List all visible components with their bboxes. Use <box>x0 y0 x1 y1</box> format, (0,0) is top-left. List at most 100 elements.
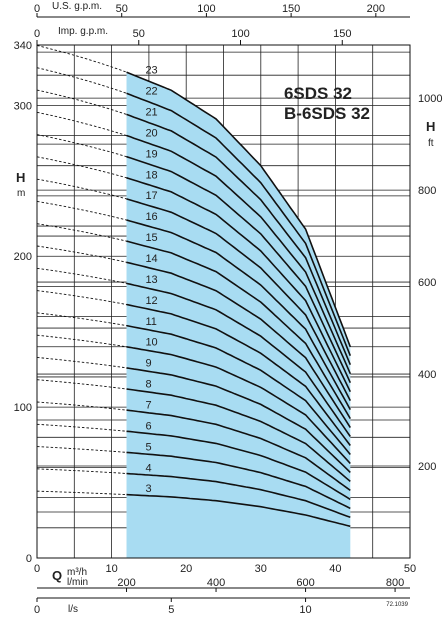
usgpm-tick-label: 0 <box>34 3 40 15</box>
y-ticks-left: 0 100 200 300 340 <box>14 40 32 565</box>
head-curve-stage-20 <box>126 134 352 375</box>
y-tick-label-ft: 200 <box>418 461 436 473</box>
impgpm-tick-label: 100 <box>231 28 249 40</box>
curve-shutoff-dashed <box>36 490 127 496</box>
head-curve-stage-23 <box>126 71 352 348</box>
head-curve-stage-11 <box>126 324 351 456</box>
curve-shutoff-dashed <box>36 156 127 179</box>
head-curve-stage-19 <box>126 155 352 384</box>
stage-label: 20 <box>145 127 157 139</box>
x-ticks-ls: 0 5 10 <box>34 598 312 616</box>
curve-shutoff-dashed <box>36 267 127 284</box>
impgpm-label: Imp. g.p.m. <box>58 26 108 37</box>
curve-shutoff-dashed <box>36 45 127 73</box>
usgpm-tick-label: 150 <box>282 3 300 15</box>
stage-label: 13 <box>145 274 157 286</box>
y-tick-label-ft: 800 <box>418 185 436 197</box>
head-curves <box>36 45 352 528</box>
head-curve-stage-3 <box>126 493 351 528</box>
head-curve-stage-21 <box>126 113 352 366</box>
stage-label: 8 <box>145 379 151 391</box>
curve-shutoff-dashed <box>36 312 127 327</box>
head-curve-stage-18 <box>126 177 352 393</box>
grid <box>37 44 410 559</box>
y-tick-label-ft: 1000 <box>418 93 442 105</box>
head-curve-stage-12 <box>126 303 351 446</box>
doc-code: 72.1039 <box>386 602 408 608</box>
x-tick-label: 50 <box>404 563 416 575</box>
stage-label: 3 <box>145 483 151 495</box>
y-unit-right: ft <box>428 138 434 149</box>
stage-label: 15 <box>145 232 157 244</box>
curve-shutoff-dashed <box>36 290 127 305</box>
lmin-tick-label: 600 <box>296 577 314 589</box>
head-curve-stage-7 <box>126 409 351 492</box>
stage-label: 21 <box>145 107 157 119</box>
x-ticks-m3h: 0 10 20 30 40 50 <box>34 563 416 575</box>
usgpm-label: U.S. g.p.m. <box>52 1 102 12</box>
lmin-tick-label: 800 <box>386 577 404 589</box>
x-unit-m3h: m³/h <box>67 567 87 578</box>
head-curve-stage-9 <box>126 367 351 473</box>
curve-shutoff-dashed <box>36 223 127 242</box>
y-axis-label-right: H <box>426 119 435 134</box>
lmin-tick-label: 400 <box>207 577 225 589</box>
stage-label: 17 <box>145 190 157 202</box>
ls-tick-label: 0 <box>34 604 40 616</box>
curve-shutoff-dashed <box>36 134 127 158</box>
curve-shutoff-dashed <box>36 200 127 221</box>
curve-shutoff-dashed <box>36 89 127 115</box>
stage-label: 12 <box>145 295 157 307</box>
impgpm-tick-label: 50 <box>133 28 145 40</box>
operating-range-area <box>126 72 351 559</box>
impgpm-tick-label: 0 <box>34 28 40 40</box>
head-curve-stage-8 <box>126 388 351 483</box>
head-curve-stage-6 <box>126 430 351 501</box>
head-curve-stage-5 <box>126 451 351 510</box>
curve-shutoff-dashed <box>36 423 127 432</box>
head-curve-stage-10 <box>126 346 351 465</box>
usgpm-tick-label: 200 <box>367 3 385 15</box>
curve-shutoff-dashed <box>36 401 127 411</box>
lmin-tick-label: 200 <box>117 577 135 589</box>
impgpm-tick-label: 150 <box>333 28 351 40</box>
y-ticks-right: 200 400 600 800 1000 <box>418 93 442 473</box>
stage-label: 22 <box>145 86 157 98</box>
head-curve-stage-14 <box>126 261 351 429</box>
head-curve-stage-16 <box>126 219 352 410</box>
x-axis-label: Q <box>52 568 62 583</box>
stage-label: 14 <box>145 253 157 265</box>
stage-label: 5 <box>145 441 151 453</box>
curve-shutoff-dashed <box>36 446 127 453</box>
x-tick-label: 0 <box>34 563 40 575</box>
chart-subtitle: B-6SDS 32 <box>284 104 370 123</box>
usgpm-tick-label: 100 <box>197 3 215 15</box>
stage-label: 16 <box>145 211 157 223</box>
y-tick-label: 100 <box>14 402 32 414</box>
curve-shutoff-dashed <box>36 334 127 348</box>
x-tick-label: 10 <box>105 563 117 575</box>
stage-label: 23 <box>145 65 157 77</box>
plot-frame <box>36 44 411 559</box>
stage-label: 9 <box>145 358 151 370</box>
x-unit-lmin: l/min <box>67 577 88 588</box>
stage-labels: 3 4 5 6 7 8 9 10 11 12 13 14 15 16 17 18 19 20 21 22 23 <box>145 65 157 496</box>
usgpm-tick-label: 50 <box>116 3 128 15</box>
y-tick-label: 300 <box>14 100 32 112</box>
x-tick-label: 40 <box>329 563 341 575</box>
y-unit-left: m <box>17 188 25 199</box>
y-axis-label-left: H <box>16 170 25 185</box>
stage-label: 19 <box>145 148 157 160</box>
curve-shutoff-dashed <box>36 356 127 369</box>
curve-shutoff-dashed <box>36 67 127 94</box>
top-axis-impgpm: Imp. g.p.m. 0 50 100 150 <box>34 26 351 45</box>
ls-tick-label: 5 <box>168 604 174 616</box>
ls-tick-label: 10 <box>299 604 311 616</box>
chart-title: 6SDS 32 <box>284 84 352 103</box>
curve-shutoff-dashed <box>36 178 127 200</box>
stage-label: 18 <box>145 169 157 181</box>
head-curve-stage-22 <box>126 92 352 356</box>
head-curve-stage-17 <box>126 198 352 401</box>
stage-label: 11 <box>145 316 156 328</box>
